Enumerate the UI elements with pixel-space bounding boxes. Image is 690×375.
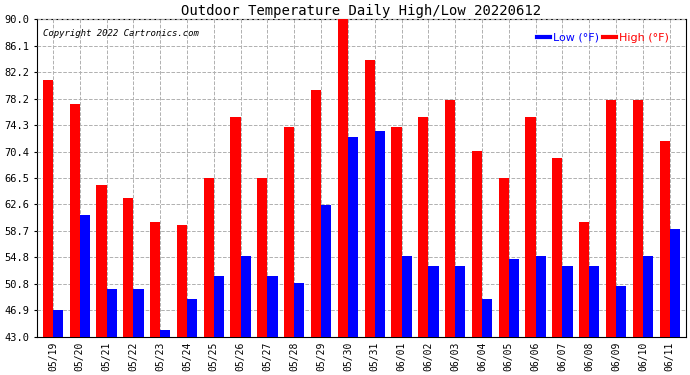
Bar	[606, 100, 616, 337]
Bar	[589, 266, 600, 337]
Bar	[160, 330, 170, 337]
Bar	[133, 290, 144, 337]
Bar	[177, 225, 187, 337]
Bar	[321, 205, 331, 337]
Bar	[670, 229, 680, 337]
Text: Copyright 2022 Cartronics.com: Copyright 2022 Cartronics.com	[43, 29, 199, 38]
Bar	[375, 131, 385, 337]
Bar	[579, 222, 589, 337]
Bar	[616, 286, 627, 337]
Bar	[150, 222, 160, 337]
Bar	[633, 100, 643, 337]
Bar	[499, 178, 509, 337]
Bar	[311, 90, 321, 337]
Title: Outdoor Temperature Daily High/Low 20220612: Outdoor Temperature Daily High/Low 20220…	[181, 4, 542, 18]
Bar	[284, 128, 294, 337]
Bar	[535, 256, 546, 337]
Bar	[241, 256, 251, 337]
Legend: Low (°F), High (°F): Low (°F), High (°F)	[533, 28, 674, 47]
Bar	[364, 60, 375, 337]
Bar	[337, 20, 348, 337]
Bar	[53, 310, 63, 337]
Bar	[97, 185, 106, 337]
Bar	[106, 290, 117, 337]
Bar	[455, 266, 465, 337]
Bar	[348, 138, 358, 337]
Bar	[123, 198, 133, 337]
Bar	[214, 276, 224, 337]
Bar	[660, 141, 670, 337]
Bar	[70, 104, 80, 337]
Bar	[428, 266, 439, 337]
Bar	[43, 80, 53, 337]
Bar	[402, 256, 412, 337]
Bar	[472, 151, 482, 337]
Bar	[643, 256, 653, 337]
Bar	[482, 300, 492, 337]
Bar	[526, 117, 535, 337]
Bar	[294, 283, 304, 337]
Bar	[391, 128, 402, 337]
Bar	[80, 215, 90, 337]
Bar	[418, 117, 428, 337]
Bar	[445, 100, 455, 337]
Bar	[204, 178, 214, 337]
Bar	[509, 259, 519, 337]
Bar	[552, 158, 562, 337]
Bar	[257, 178, 268, 337]
Bar	[268, 276, 277, 337]
Bar	[187, 300, 197, 337]
Bar	[562, 266, 573, 337]
Bar	[230, 117, 241, 337]
